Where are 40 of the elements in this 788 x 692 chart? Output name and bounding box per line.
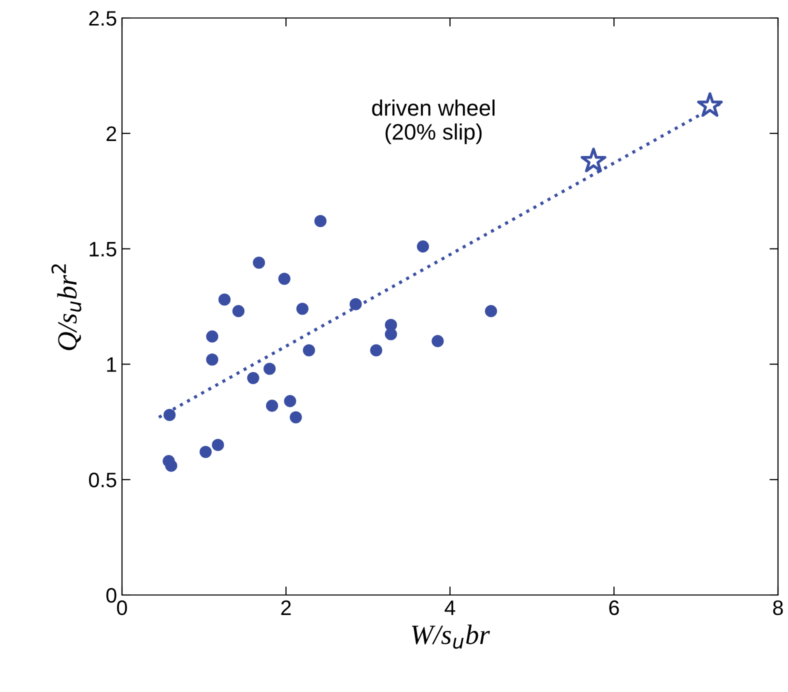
point — [314, 215, 327, 228]
x-tick-label: 6 — [609, 600, 619, 616]
point — [212, 438, 224, 452]
y-tick-label: 0 — [106, 588, 116, 603]
y-tick-label: 0.5 — [88, 472, 116, 488]
y-tick-label: 2 — [106, 126, 116, 141]
annotation: driven wheel (20% slip) — [372, 100, 494, 144]
point — [278, 272, 290, 285]
x-axis-title: W/s$_{u}$br — [412, 624, 490, 649]
point — [580, 148, 606, 172]
y-tick-label: 1.5 — [90, 242, 116, 257]
y-axis-title: Q/s$_{u}$br$^{2}$ — [51, 264, 82, 350]
point — [350, 298, 362, 310]
point — [697, 92, 723, 117]
point — [432, 335, 444, 348]
x-tick-label: 4 — [444, 600, 456, 615]
point — [165, 460, 178, 472]
point — [200, 446, 212, 458]
point — [252, 256, 266, 269]
point — [302, 344, 316, 356]
point — [296, 302, 308, 315]
point — [266, 400, 278, 412]
point — [264, 362, 276, 375]
point — [206, 330, 218, 343]
point — [284, 395, 296, 408]
point — [218, 294, 231, 306]
x-tick-label: 8 — [773, 600, 783, 616]
point — [247, 372, 260, 384]
point — [232, 305, 245, 318]
point — [290, 411, 302, 424]
x-tick-label: 0 — [117, 600, 127, 616]
point — [163, 408, 176, 422]
point — [370, 344, 382, 356]
point — [484, 305, 498, 318]
y-tick-label: 1 — [107, 357, 116, 372]
y-tick-label: 2.5 — [89, 11, 116, 26]
point — [416, 240, 430, 253]
point — [206, 354, 218, 366]
x-tick-label: 2 — [281, 600, 291, 615]
point — [384, 328, 398, 340]
